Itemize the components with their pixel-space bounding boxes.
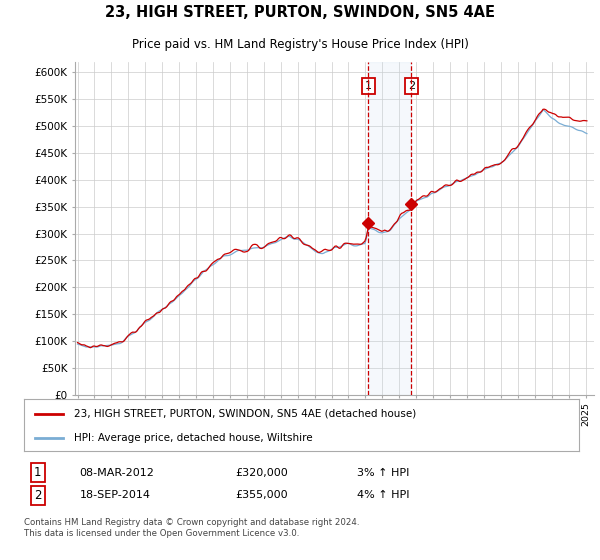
Text: 3% ↑ HPI: 3% ↑ HPI [357,468,409,478]
Text: 2: 2 [34,489,41,502]
Text: 1: 1 [34,466,41,479]
Text: HPI: Average price, detached house, Wiltshire: HPI: Average price, detached house, Wilt… [74,433,313,443]
Text: Price paid vs. HM Land Registry's House Price Index (HPI): Price paid vs. HM Land Registry's House … [131,38,469,50]
Text: 2: 2 [408,81,415,91]
Text: £320,000: £320,000 [235,468,287,478]
Text: £355,000: £355,000 [235,491,287,501]
Text: 18-SEP-2014: 18-SEP-2014 [79,491,151,501]
Bar [368,62,412,395]
Text: 08-MAR-2012: 08-MAR-2012 [79,468,154,478]
Text: Contains HM Land Registry data © Crown copyright and database right 2024.
This d: Contains HM Land Registry data © Crown c… [24,518,359,538]
Text: 23, HIGH STREET, PURTON, SWINDON, SN5 4AE: 23, HIGH STREET, PURTON, SWINDON, SN5 4A… [105,6,495,20]
Text: 23, HIGH STREET, PURTON, SWINDON, SN5 4AE (detached house): 23, HIGH STREET, PURTON, SWINDON, SN5 4A… [74,409,416,419]
Text: 4% ↑ HPI: 4% ↑ HPI [357,491,409,501]
Text: 1: 1 [365,81,372,91]
